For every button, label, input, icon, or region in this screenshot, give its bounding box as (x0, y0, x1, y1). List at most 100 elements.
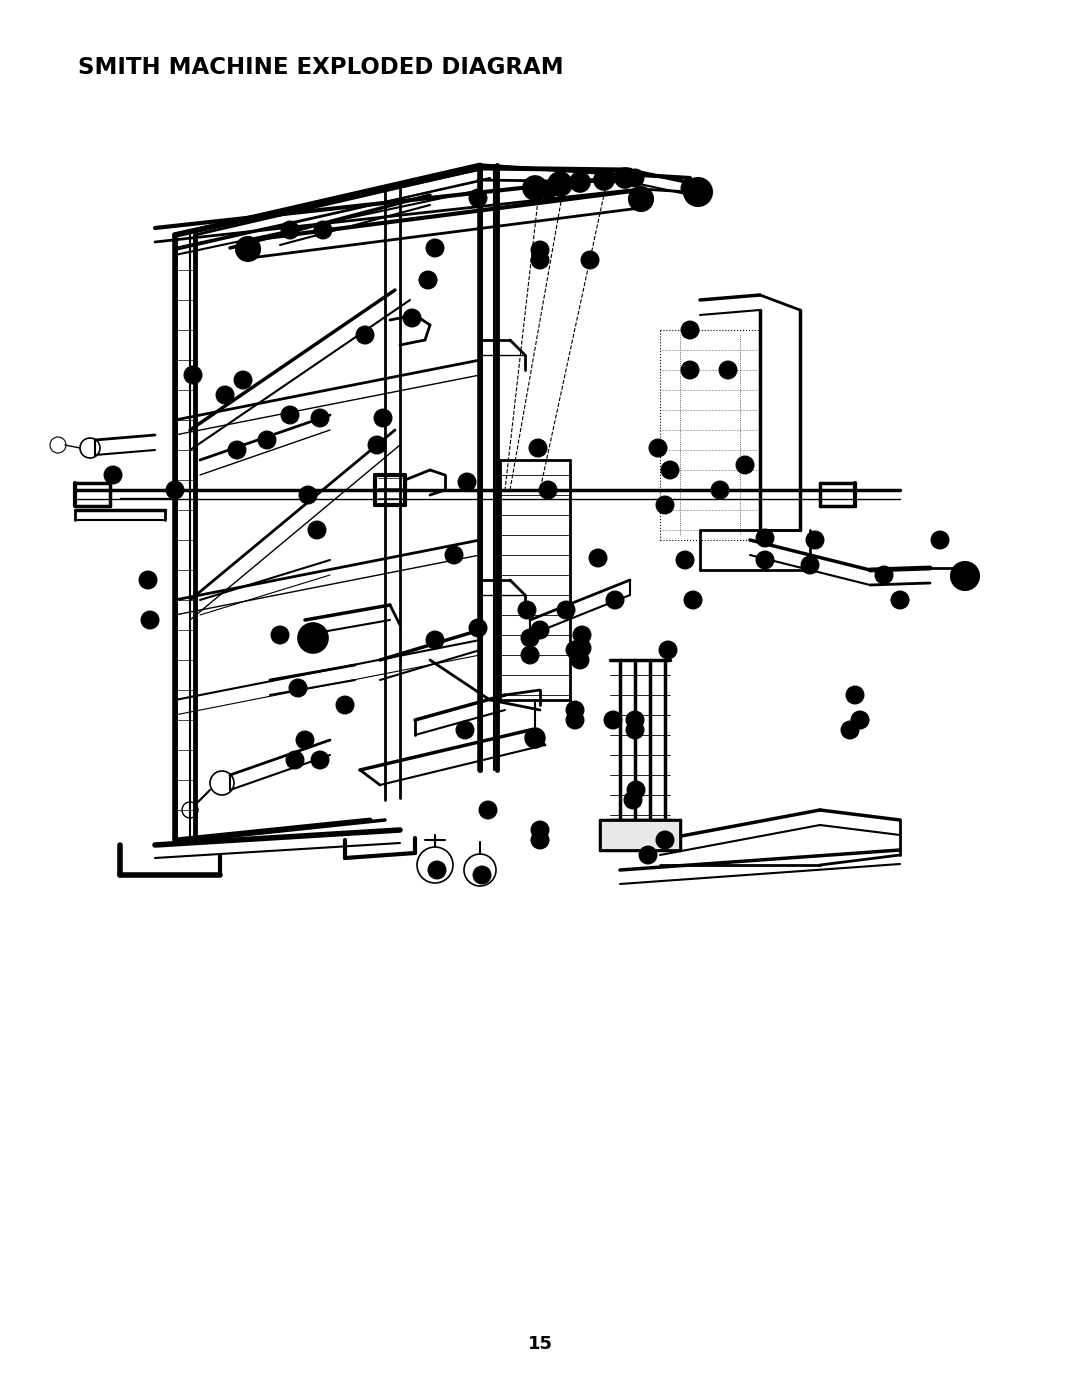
Circle shape (735, 455, 754, 474)
Circle shape (521, 645, 539, 664)
Text: 56: 56 (460, 725, 470, 735)
Circle shape (875, 566, 893, 584)
Circle shape (624, 791, 642, 809)
Circle shape (681, 321, 699, 339)
Text: 29: 29 (285, 225, 295, 235)
Circle shape (539, 481, 557, 499)
Text: 57: 57 (483, 806, 494, 814)
Circle shape (931, 531, 949, 549)
Text: 33: 33 (759, 534, 770, 542)
Circle shape (806, 531, 824, 549)
Text: 51: 51 (532, 443, 543, 453)
Circle shape (419, 271, 437, 289)
Text: 28: 28 (643, 851, 653, 859)
Circle shape (684, 591, 702, 609)
Text: 54: 54 (535, 246, 545, 254)
Circle shape (566, 701, 584, 719)
Circle shape (296, 731, 314, 749)
Text: 54: 54 (473, 194, 483, 203)
Circle shape (368, 436, 386, 454)
Text: 2: 2 (848, 725, 852, 735)
Circle shape (626, 711, 644, 729)
Text: 16: 16 (448, 550, 459, 560)
Circle shape (166, 481, 184, 499)
Circle shape (711, 481, 729, 499)
Circle shape (314, 221, 332, 239)
Text: 40: 40 (476, 870, 487, 880)
Circle shape (426, 239, 444, 257)
Circle shape (681, 179, 699, 197)
Circle shape (554, 177, 566, 190)
Circle shape (234, 372, 252, 388)
Circle shape (756, 550, 774, 569)
Circle shape (573, 638, 591, 657)
Circle shape (521, 629, 539, 647)
Circle shape (851, 711, 869, 729)
Circle shape (374, 409, 392, 427)
Circle shape (548, 172, 572, 196)
Text: 49: 49 (715, 486, 726, 495)
Circle shape (289, 679, 307, 697)
Circle shape (841, 721, 859, 739)
Text: 57: 57 (660, 835, 671, 845)
Circle shape (216, 386, 234, 404)
Circle shape (141, 610, 159, 629)
Text: 23: 23 (685, 183, 696, 193)
Circle shape (305, 630, 321, 645)
Text: 42: 42 (274, 630, 285, 640)
Circle shape (271, 626, 289, 644)
Circle shape (594, 170, 615, 190)
Circle shape (286, 752, 303, 768)
Circle shape (529, 182, 541, 194)
Text: 13: 13 (575, 655, 585, 665)
Text: 64: 64 (170, 486, 180, 495)
Text: 21: 21 (314, 756, 325, 764)
Text: 5: 5 (633, 715, 637, 725)
Text: 56: 56 (535, 835, 545, 845)
Circle shape (557, 601, 575, 619)
Text: 17: 17 (378, 414, 389, 422)
Text: 59: 59 (610, 595, 620, 605)
Text: 39: 39 (289, 756, 300, 764)
Circle shape (458, 474, 476, 490)
Text: 53: 53 (688, 595, 699, 605)
Circle shape (566, 711, 584, 729)
Circle shape (228, 441, 246, 460)
Circle shape (531, 251, 549, 270)
Circle shape (237, 237, 260, 261)
Text: 34: 34 (879, 570, 889, 580)
Circle shape (681, 360, 699, 379)
Circle shape (531, 821, 549, 840)
Circle shape (531, 831, 549, 849)
Text: 25: 25 (685, 366, 696, 374)
Text: 47: 47 (407, 313, 417, 323)
Circle shape (281, 407, 299, 425)
Text: 11: 11 (145, 616, 156, 624)
Circle shape (426, 631, 444, 650)
Text: 3: 3 (631, 795, 636, 805)
Text: 7: 7 (432, 636, 437, 644)
Circle shape (846, 686, 864, 704)
Circle shape (659, 641, 677, 659)
Circle shape (676, 550, 694, 569)
Circle shape (589, 549, 607, 567)
Circle shape (529, 439, 546, 457)
Text: 12: 12 (805, 560, 815, 570)
Text: 38: 38 (542, 186, 553, 194)
Circle shape (184, 366, 202, 384)
Circle shape (104, 467, 122, 483)
Text: 50: 50 (850, 690, 861, 700)
Circle shape (311, 752, 329, 768)
Circle shape (299, 486, 318, 504)
Text: 62: 62 (934, 535, 945, 545)
Text: 45: 45 (188, 370, 199, 380)
Text: 15: 15 (318, 225, 328, 235)
Circle shape (626, 721, 644, 739)
Text: 14: 14 (430, 243, 441, 253)
Text: 66: 66 (314, 414, 325, 422)
Text: 44: 44 (584, 256, 595, 264)
Text: 26: 26 (630, 173, 640, 183)
Circle shape (456, 721, 474, 739)
Circle shape (756, 529, 774, 548)
Circle shape (656, 831, 674, 849)
